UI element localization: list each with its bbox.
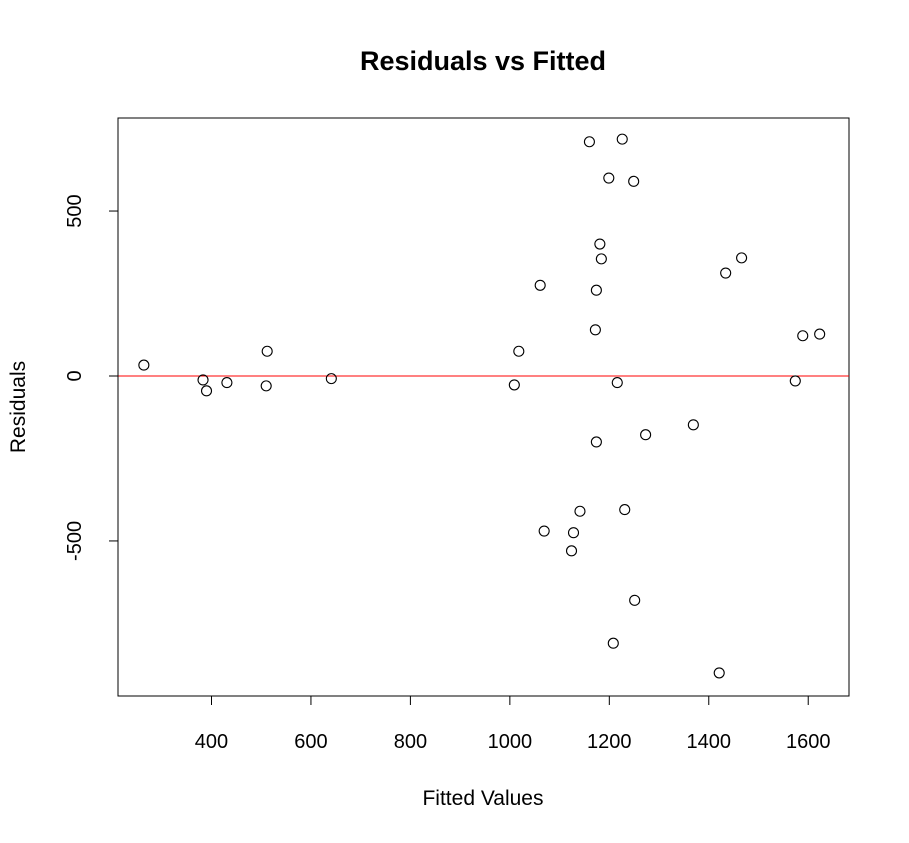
- y-tick-label: 0: [64, 370, 86, 381]
- data-point: [736, 252, 748, 264]
- x-tick-label: 800: [394, 731, 427, 753]
- data-point: [534, 279, 546, 291]
- data-point: [619, 504, 631, 516]
- data-point: [261, 345, 273, 357]
- x-tick-label: 1000: [488, 731, 533, 753]
- data-point: [221, 377, 233, 389]
- x-tick-label: 1200: [587, 731, 632, 753]
- x-tick-label: 400: [195, 731, 228, 753]
- data-point: [616, 133, 628, 145]
- data-point: [538, 525, 550, 537]
- data-point: [713, 667, 725, 679]
- x-tick-label: 1400: [687, 731, 732, 753]
- data-point: [197, 374, 209, 386]
- data-point: [594, 238, 606, 250]
- data-point: [325, 373, 337, 385]
- data-point: [260, 380, 272, 392]
- y-axis: -500 0 500: [64, 194, 119, 561]
- data-point: [590, 284, 602, 296]
- x-axis: 400 600 800 1000 1200 1400 1600: [195, 695, 831, 753]
- y-axis-label: Residuals: [7, 361, 30, 453]
- data-point: [567, 527, 580, 539]
- data-point: [607, 637, 619, 649]
- data-point: [603, 172, 615, 184]
- data-point: [589, 324, 601, 336]
- points-layer: [138, 133, 826, 679]
- y-tick-label: 500: [64, 194, 86, 227]
- data-point: [720, 267, 732, 279]
- data-point: [138, 359, 150, 371]
- data-point: [611, 377, 623, 389]
- data-point: [565, 545, 578, 557]
- data-point: [590, 436, 602, 448]
- data-point: [687, 419, 699, 431]
- y-tick-label: -500: [64, 521, 86, 561]
- plot-frame: [117, 117, 850, 697]
- data-point: [789, 375, 801, 387]
- data-point: [200, 385, 213, 397]
- data-point: [574, 505, 586, 517]
- x-tick-label: 600: [294, 731, 327, 753]
- data-point: [583, 136, 595, 148]
- data-point: [814, 328, 826, 340]
- x-tick-label: 1600: [786, 731, 831, 753]
- data-point: [628, 175, 640, 187]
- data-point: [513, 345, 525, 357]
- data-point: [595, 253, 607, 265]
- data-point: [508, 379, 520, 391]
- data-point: [629, 594, 641, 606]
- x-axis-label: Fitted Values: [422, 787, 543, 810]
- chart-title: Residuals vs Fitted: [360, 46, 606, 76]
- data-point: [640, 429, 652, 441]
- data-point: [797, 330, 809, 342]
